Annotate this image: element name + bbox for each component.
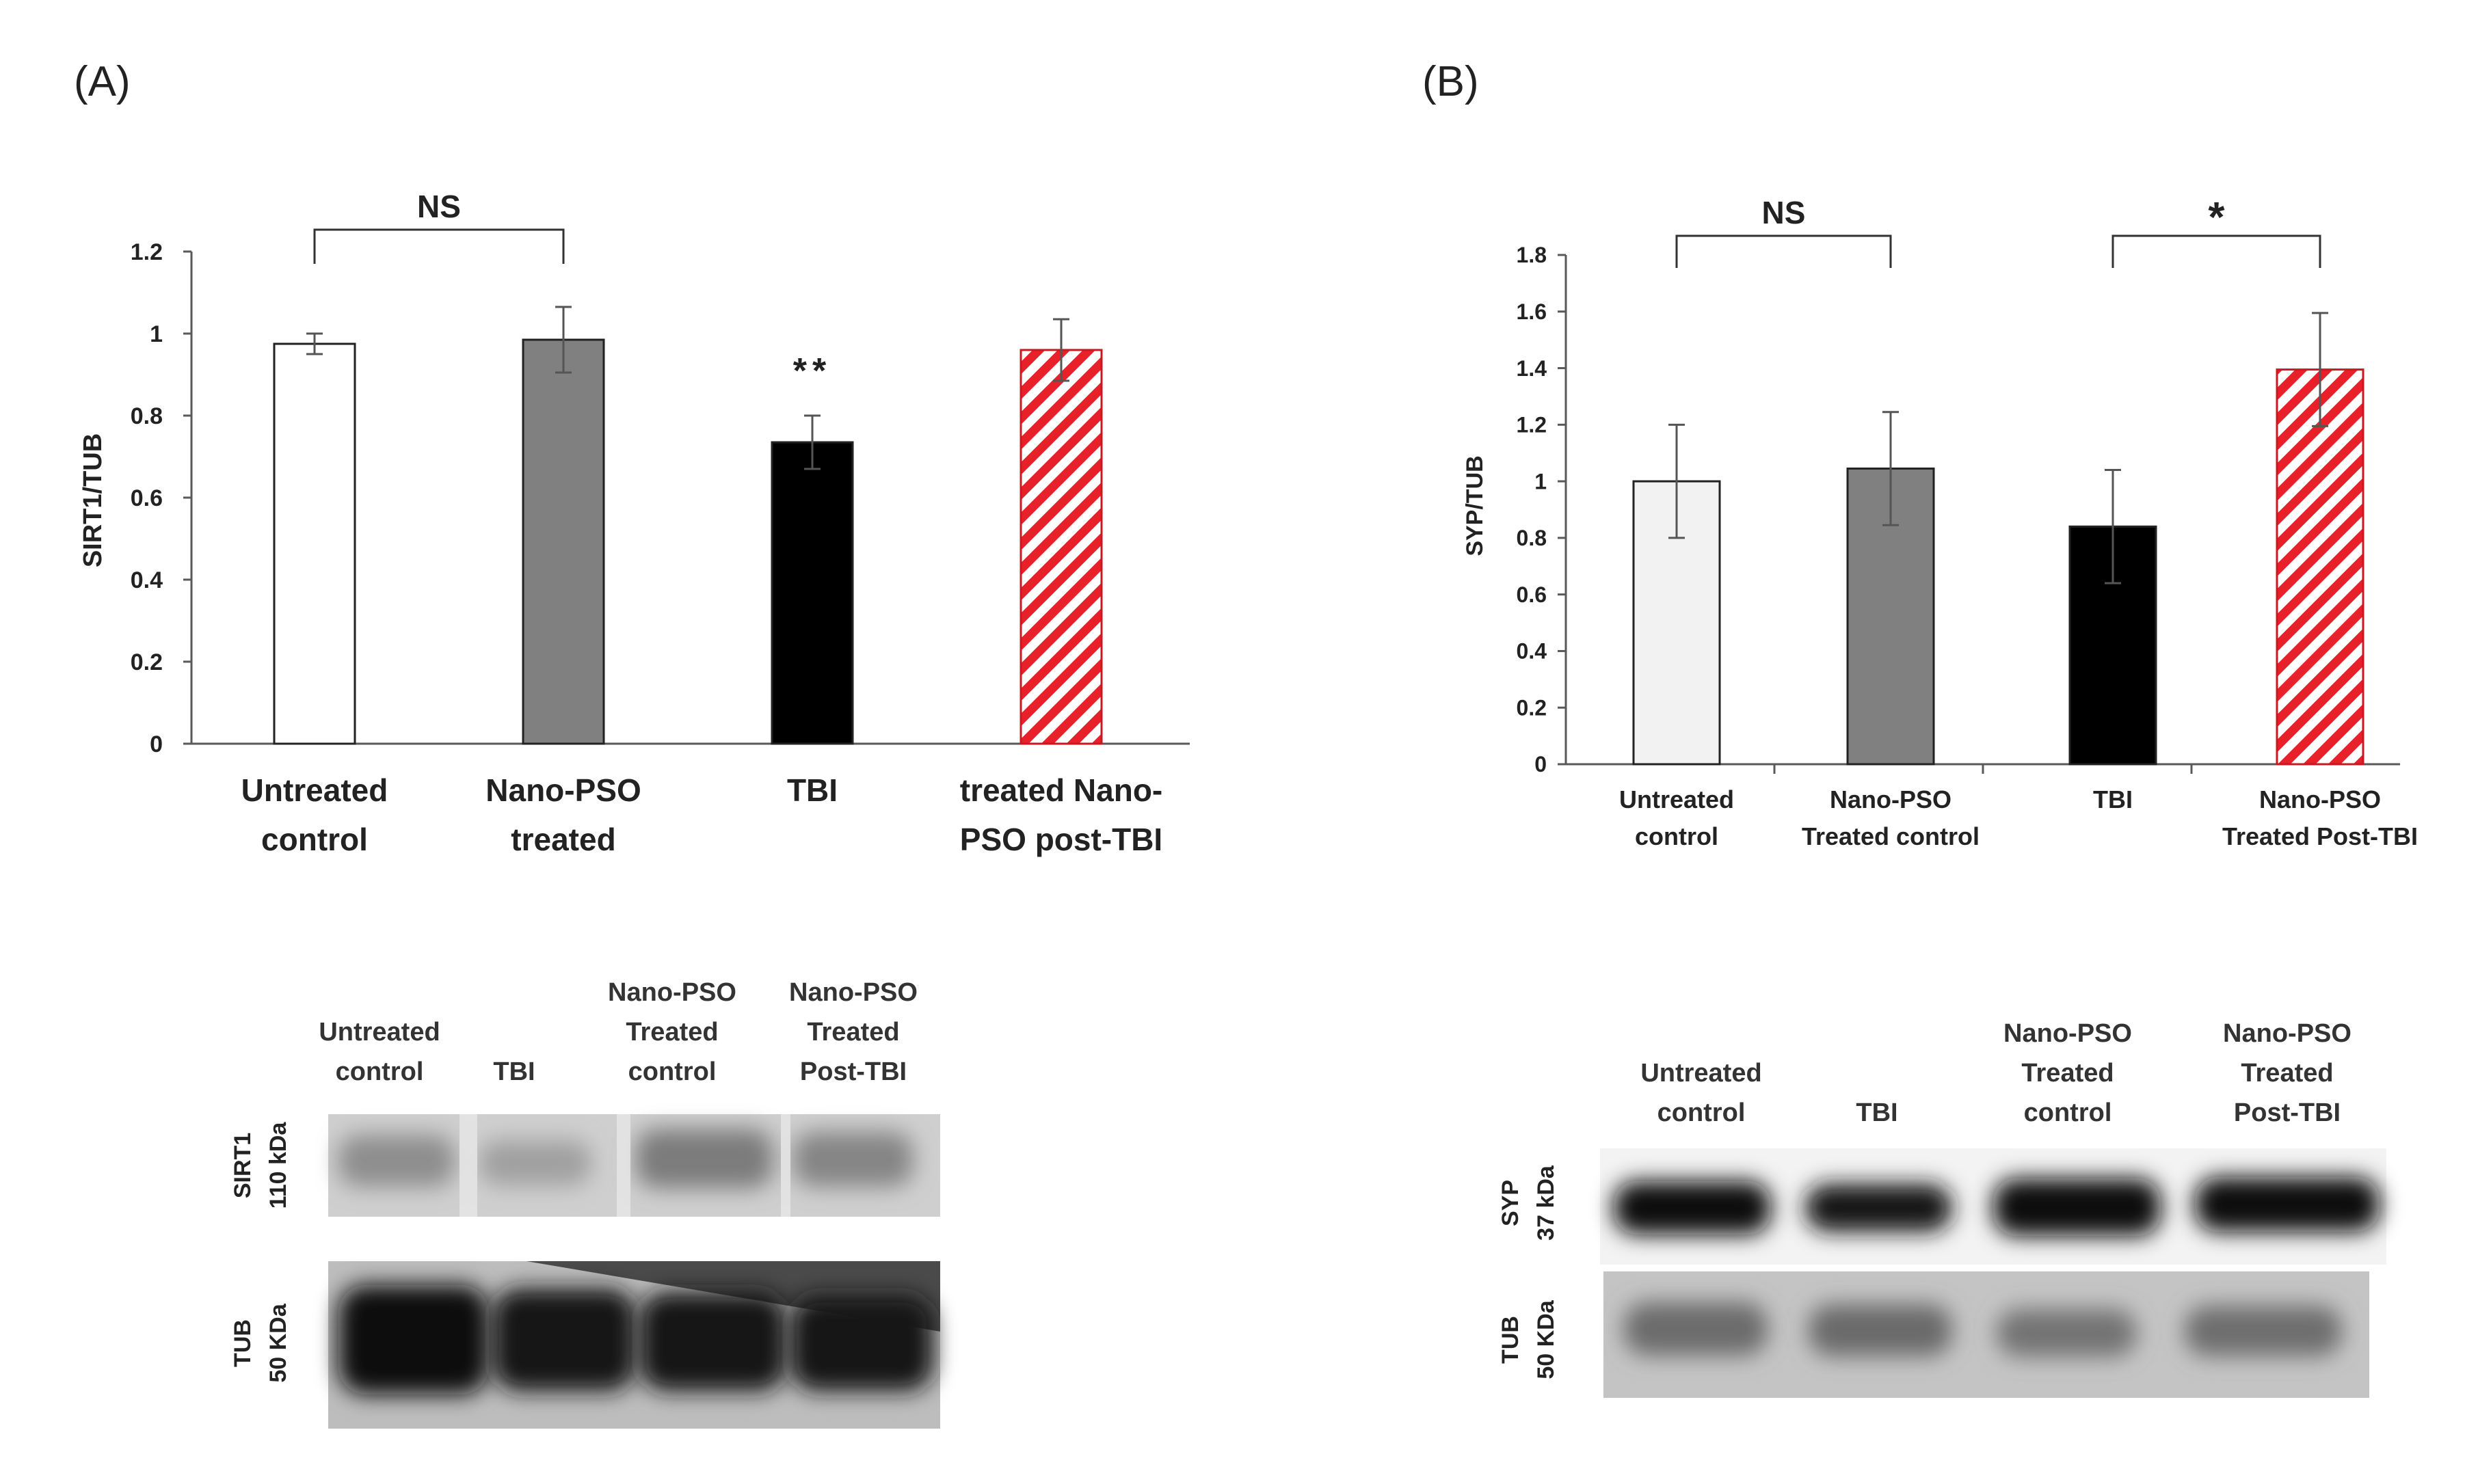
chart-b-y-axis-label: SYP/TUB [1462, 455, 1488, 556]
blot-b-lane-label: Nano-PSO Treated control [2003, 1019, 2132, 1127]
chart-a-y-tick-label: 0.2 [131, 649, 163, 675]
blot-b-lane-label: TBI [1856, 1098, 1897, 1127]
blot-a-sirt1-bands [338, 1129, 913, 1188]
chart-a-y-tick-label: 0.6 [131, 485, 163, 511]
chart-a-significance-label: NS [417, 189, 461, 224]
blot-b-tub-bands [1624, 1302, 2342, 1357]
chart-b-category-label: Nano-PSO Treated control [1802, 785, 1980, 850]
blot-a-lane-label: TBI [493, 1057, 535, 1086]
chart-a-bar [771, 441, 854, 745]
blot-a-tub-bands [338, 1285, 933, 1394]
chart-a-y-tick-label: 0.4 [131, 567, 163, 593]
chart-b-category-label: Nano-PSO Treated Post-TBI [2222, 785, 2418, 850]
blot-a-row2-protein: TUB [230, 1319, 256, 1367]
chart-b-category-label: Untreated control [1619, 785, 1734, 850]
blot-b-lane-label: Untreated control [1640, 1059, 1761, 1127]
chart-b-bar [2276, 368, 2364, 766]
chart-b-y-tick-label: 0.4 [1517, 639, 1547, 664]
chart-b-significance-label: * [2208, 194, 2225, 241]
chart-a-bar [522, 338, 605, 745]
blot-b-row1-size: 37 kDa [1533, 1165, 1559, 1241]
blot-a-row1-size: 110 kDa [265, 1122, 291, 1209]
chart-b-y-tick-label: 1.2 [1517, 413, 1547, 437]
chart-a-bar [1020, 349, 1103, 745]
blot-a: Untreated control TBI Nano-PSO Treated contro… [230, 978, 940, 1429]
chart-b-significance-bracket [1675, 234, 1892, 268]
blot-b-lane-label: Nano-PSO Treated Post-TBI [2223, 1019, 2351, 1127]
blot-b-row-labels: SYP 37 kDa TUB 50 KDa [1497, 1165, 1559, 1379]
chart-a-y-axis-label: SIRT1/TUB [79, 433, 107, 567]
chart-a-y-tick-label: 1 [150, 321, 163, 347]
chart-b-y-tick-label: 1.8 [1517, 243, 1547, 267]
chart-a: 0 0.2 0.4 0.6 0.8 1 1.2 Untreated control Nano-P… [79, 189, 1190, 857]
blot-b: Untreated control TBI Nano-PSO Treated contro… [1497, 1019, 2386, 1398]
chart-a-category-label: TBI [787, 772, 838, 808]
chart-b-significance-bracket [2111, 234, 2321, 268]
panel-a-label: (A) [74, 58, 131, 105]
blot-b-row2-size: 50 KDa [1533, 1299, 1559, 1379]
chart-b-y-tick-label: 1.4 [1517, 356, 1547, 381]
blot-a-row-labels: SIRT1 110 kDa TUB 50 KDa [230, 1122, 291, 1383]
chart-a-y-tick-label: 1.2 [131, 239, 163, 265]
blot-b-row2-protein: TUB [1497, 1316, 1523, 1364]
blot-a-lane-label: Nano-PSO Treated Post-TBI [789, 978, 918, 1086]
chart-b-category-label: TBI [2093, 785, 2133, 813]
blot-a-lane-label: Nano-PSO Treated control [608, 978, 736, 1086]
chart-a-significance-bracket [313, 228, 565, 264]
chart-a-category-label: Nano-PSO treated [485, 772, 641, 857]
blot-a-sirt1-lane-gaps [459, 1114, 790, 1217]
chart-b-y-tick-label: 0.8 [1517, 526, 1547, 550]
chart-a-significance-label: ** [793, 351, 831, 391]
chart-b-y-tick-label: 0.6 [1517, 582, 1547, 607]
chart-a-bar [273, 342, 356, 745]
chart-b-y-tick-label: 0 [1534, 752, 1547, 777]
blot-b-row1-protein: SYP [1497, 1180, 1523, 1226]
chart-b-y-tick-label: 0.2 [1517, 695, 1547, 720]
chart-a-category-label: Untreated control [241, 772, 388, 857]
blot-a-row2-size: 50 KDa [265, 1303, 291, 1382]
panel-b-label: (B) [1422, 58, 1479, 105]
chart-a-category-label: treated Nano-PSO post-TBI [960, 772, 1162, 857]
chart-b-y-tick-label: 1.6 [1517, 299, 1547, 324]
blot-a-row1-protein: SIRT1 [230, 1133, 256, 1198]
chart-a-y-tick-label: 0.8 [131, 403, 163, 429]
blot-b-syp-bands [1614, 1177, 2380, 1236]
chart-b-y-tick-label: 1 [1534, 469, 1547, 494]
chart-b: 0 0.2 0.4 0.6 0.8 1 1.2 1.4 1.6 1.8 Untreated cont… [1462, 194, 2418, 850]
blot-a-lane-label: Untreated control [319, 1018, 440, 1086]
chart-a-y-tick-label: 0 [150, 731, 163, 757]
chart-b-significance-label: NS [1762, 195, 1806, 230]
